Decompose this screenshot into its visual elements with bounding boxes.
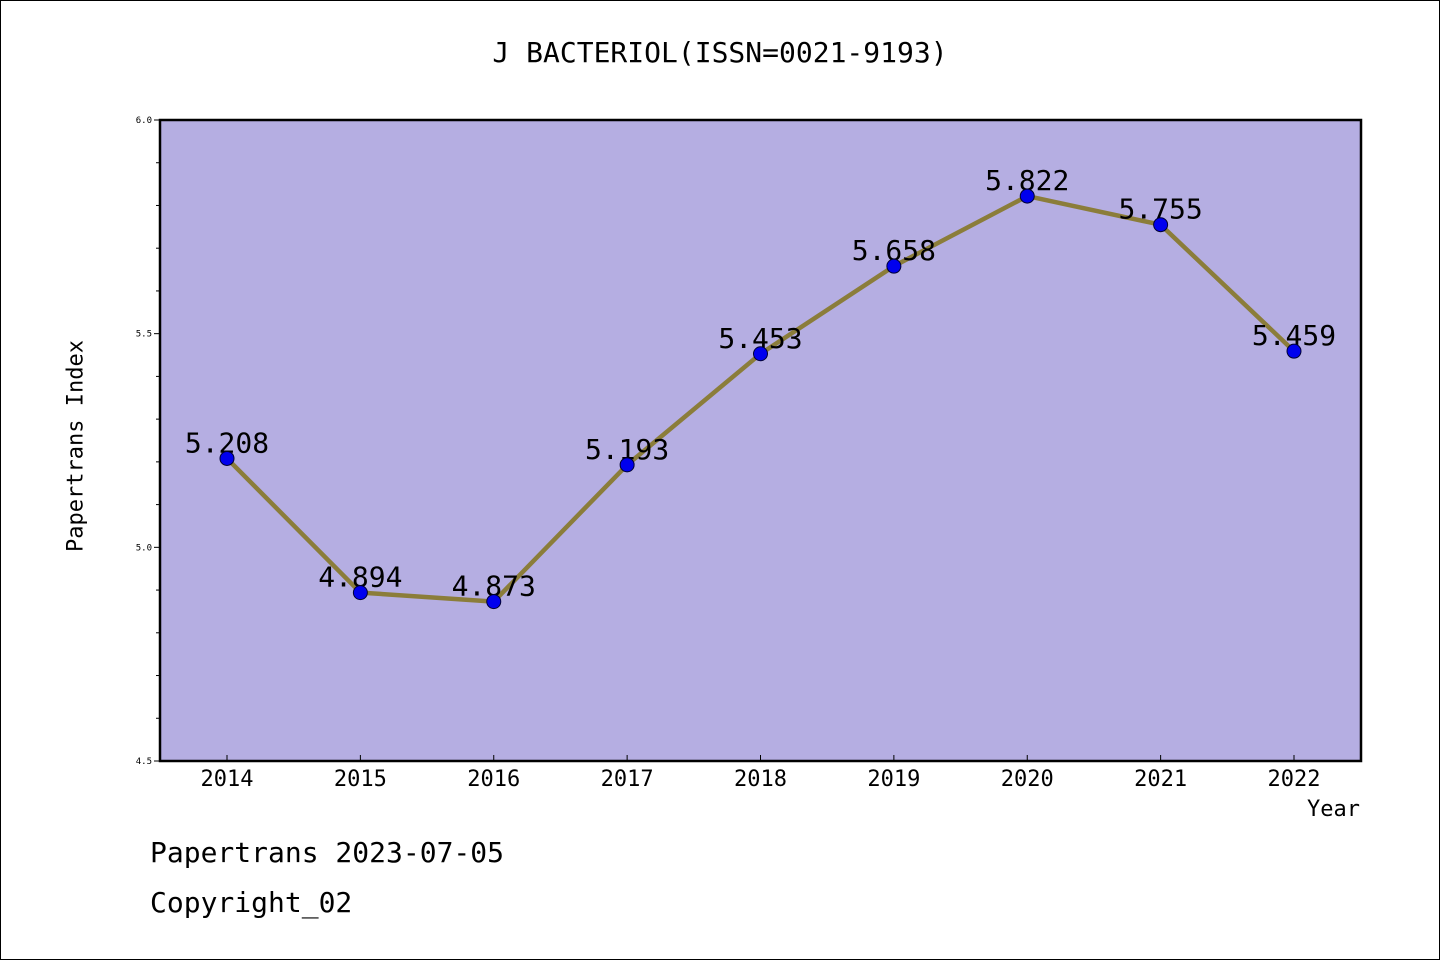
- x-tick-label: 2015: [334, 767, 387, 792]
- data-point: [352, 585, 368, 601]
- y-tick-label: 4.5: [136, 757, 152, 767]
- chart-title: J BACTERIOL(ISSN=0021-9193): [492, 36, 948, 69]
- y-tick-label: 6.0: [136, 116, 152, 126]
- y-tick-label: 5.5: [136, 330, 152, 340]
- x-tick-label: 2016: [467, 767, 520, 792]
- y-tick-label: 5.0: [136, 543, 152, 553]
- x-tick-label: 2017: [601, 767, 654, 792]
- data-point: [619, 457, 635, 473]
- footer-copyright: Copyright_02: [150, 886, 353, 919]
- data-point: [486, 594, 502, 610]
- x-tick-label: 2021: [1134, 767, 1187, 792]
- data-markers: [219, 188, 1302, 610]
- x-axis-ticks: 2014 2015 2016 2017 2018 2019 2020 2021 2022: [201, 755, 1321, 792]
- y-axis-ticks: 4.5 5.0 5.5 6.0: [136, 116, 160, 767]
- data-point: [219, 450, 235, 466]
- data-point: [886, 258, 902, 274]
- data-point: [1286, 343, 1302, 359]
- x-tick-label: 2014: [201, 767, 254, 792]
- data-point: [1019, 188, 1035, 204]
- footer-date: Papertrans 2023-07-05: [150, 836, 505, 869]
- x-tick-label: 2020: [1001, 767, 1054, 792]
- x-tick-label: 2019: [867, 767, 920, 792]
- data-point: [1153, 217, 1169, 233]
- x-axis-label: Year: [1307, 797, 1360, 822]
- x-tick-label: 2018: [734, 767, 787, 792]
- x-tick-label: 2022: [1268, 767, 1321, 792]
- data-point: [753, 346, 768, 362]
